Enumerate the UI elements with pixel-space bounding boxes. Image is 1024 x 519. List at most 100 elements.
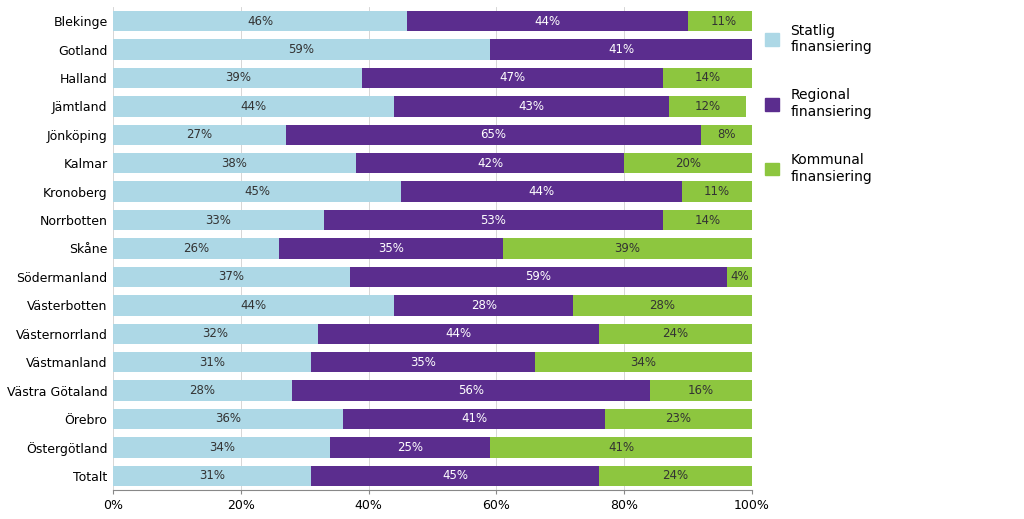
Text: 41%: 41% xyxy=(608,43,634,56)
Legend: Statlig
finansiering, Regional
finansiering, Kommunal
finansiering: Statlig finansiering, Regional finansier… xyxy=(765,23,872,184)
Text: 23%: 23% xyxy=(666,413,691,426)
Bar xyxy=(113,96,394,117)
Text: 28%: 28% xyxy=(471,299,497,312)
Bar xyxy=(113,182,400,202)
Bar xyxy=(726,267,752,287)
Text: 45%: 45% xyxy=(442,469,468,482)
Text: 35%: 35% xyxy=(378,242,404,255)
Text: 53%: 53% xyxy=(480,214,506,227)
Bar xyxy=(362,68,663,88)
Text: 28%: 28% xyxy=(189,384,216,397)
Text: 11%: 11% xyxy=(703,185,730,198)
Bar xyxy=(113,380,292,401)
Text: 59%: 59% xyxy=(525,270,551,283)
Text: 27%: 27% xyxy=(186,128,212,141)
Bar xyxy=(286,125,701,145)
Text: 42%: 42% xyxy=(477,157,503,170)
Bar xyxy=(400,182,682,202)
Text: 44%: 44% xyxy=(535,15,561,28)
Bar xyxy=(324,210,663,230)
Bar xyxy=(113,409,343,429)
Bar xyxy=(113,210,324,230)
Text: 28%: 28% xyxy=(649,299,676,312)
Text: 41%: 41% xyxy=(608,441,634,454)
Bar xyxy=(669,96,745,117)
Bar xyxy=(331,437,490,458)
Text: 39%: 39% xyxy=(614,242,640,255)
Bar xyxy=(280,238,503,258)
Text: 8%: 8% xyxy=(717,128,736,141)
Bar xyxy=(688,11,759,31)
Bar xyxy=(394,96,669,117)
Bar xyxy=(113,295,394,316)
Text: 43%: 43% xyxy=(518,100,545,113)
Bar xyxy=(113,352,311,373)
Text: 44%: 44% xyxy=(241,100,267,113)
Text: 34%: 34% xyxy=(631,356,656,368)
Text: 34%: 34% xyxy=(209,441,234,454)
Bar xyxy=(113,437,331,458)
Text: 32%: 32% xyxy=(203,327,228,340)
Text: 24%: 24% xyxy=(663,327,688,340)
Text: 24%: 24% xyxy=(663,469,688,482)
Text: 45%: 45% xyxy=(244,185,270,198)
Bar xyxy=(605,409,752,429)
Bar xyxy=(503,238,752,258)
Bar xyxy=(407,11,688,31)
Text: 38%: 38% xyxy=(221,157,248,170)
Bar xyxy=(317,323,599,344)
Bar xyxy=(311,466,599,486)
Text: 41%: 41% xyxy=(461,413,487,426)
Bar xyxy=(625,153,752,173)
Text: 36%: 36% xyxy=(215,413,241,426)
Text: 14%: 14% xyxy=(694,72,721,85)
Text: 25%: 25% xyxy=(397,441,423,454)
Bar xyxy=(113,39,490,60)
Bar xyxy=(349,267,726,287)
Text: 16%: 16% xyxy=(688,384,714,397)
Bar xyxy=(113,68,362,88)
Bar xyxy=(113,466,311,486)
Text: 44%: 44% xyxy=(241,299,267,312)
Text: 26%: 26% xyxy=(183,242,209,255)
Text: 31%: 31% xyxy=(199,469,225,482)
Text: 65%: 65% xyxy=(480,128,506,141)
Bar xyxy=(113,238,280,258)
Bar xyxy=(701,125,752,145)
Bar xyxy=(490,437,752,458)
Text: 44%: 44% xyxy=(528,185,554,198)
Bar xyxy=(599,323,752,344)
Text: 56%: 56% xyxy=(458,384,484,397)
Bar xyxy=(356,153,625,173)
Bar xyxy=(113,125,286,145)
Bar xyxy=(573,295,752,316)
Bar xyxy=(113,11,407,31)
Text: 14%: 14% xyxy=(694,214,721,227)
Text: 4%: 4% xyxy=(730,270,749,283)
Text: 31%: 31% xyxy=(199,356,225,368)
Text: 33%: 33% xyxy=(206,214,231,227)
Bar xyxy=(535,352,752,373)
Bar xyxy=(663,68,752,88)
Bar xyxy=(113,323,317,344)
Bar xyxy=(682,182,752,202)
Text: 44%: 44% xyxy=(445,327,471,340)
Text: 47%: 47% xyxy=(500,72,525,85)
Text: 59%: 59% xyxy=(289,43,314,56)
Bar xyxy=(663,210,752,230)
Bar xyxy=(343,409,605,429)
Text: 11%: 11% xyxy=(711,15,736,28)
Bar xyxy=(490,39,752,60)
Text: 12%: 12% xyxy=(694,100,721,113)
Bar xyxy=(599,466,752,486)
Text: 35%: 35% xyxy=(410,356,436,368)
Bar xyxy=(113,267,349,287)
Bar xyxy=(311,352,535,373)
Text: 20%: 20% xyxy=(675,157,701,170)
Bar xyxy=(292,380,650,401)
Text: 46%: 46% xyxy=(247,15,273,28)
Text: 37%: 37% xyxy=(218,270,245,283)
Bar xyxy=(394,295,573,316)
Bar xyxy=(113,153,356,173)
Bar xyxy=(650,380,752,401)
